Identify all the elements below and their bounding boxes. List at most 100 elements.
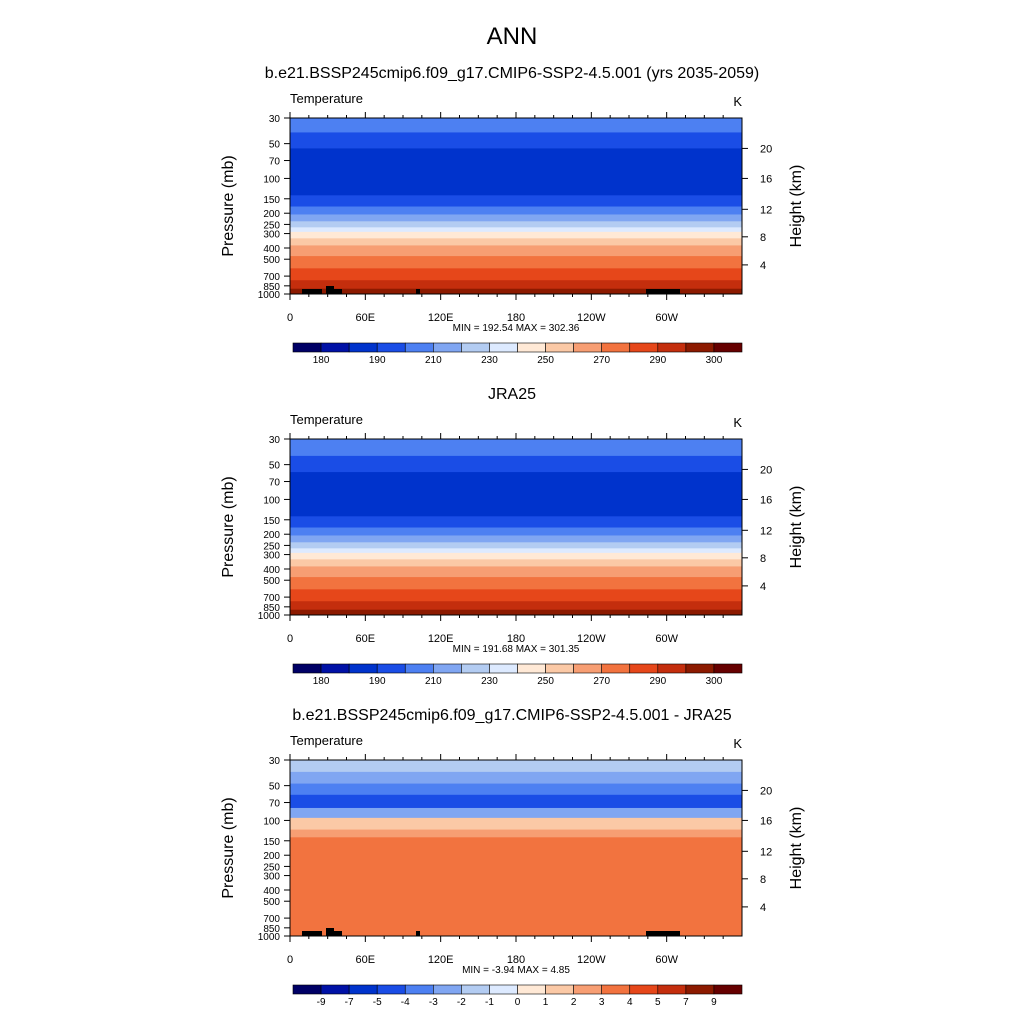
y-right-tick-label: 4	[760, 260, 766, 272]
terrain-mask	[334, 931, 342, 936]
contour-layer	[290, 552, 742, 560]
y-tick-label: 700	[263, 593, 280, 604]
y-tick-label: 400	[263, 565, 280, 576]
y-tick-label: 50	[269, 140, 281, 151]
colorbar-box	[629, 663, 659, 674]
contour-layer	[290, 601, 742, 611]
colorbar-label: -4	[401, 997, 410, 1008]
colorbar-label: 190	[369, 676, 386, 687]
colorbar-label: 7	[683, 997, 689, 1008]
terrain-mask	[416, 931, 420, 936]
contour-layer	[290, 231, 742, 239]
colorbar-box	[573, 984, 602, 995]
colorbar-label: 180	[313, 676, 330, 687]
terrain-mask	[646, 931, 680, 936]
y-tick-label: 850	[263, 924, 280, 935]
panel-title: b.e21.BSSP245cmip6.f09_g17.CMIP6-SSP2-4.…	[292, 707, 731, 724]
colorbar-box	[713, 984, 743, 995]
x-tick-label: 120E	[428, 954, 454, 966]
y-right-tick-label: 8	[760, 553, 766, 565]
y-tick-label: 200	[263, 851, 280, 862]
y-right-tick-label: 4	[760, 902, 766, 914]
colorbar-label: -5	[373, 997, 382, 1008]
terrain-mask	[334, 289, 342, 294]
left-string: Temperature	[290, 412, 363, 427]
contour-layer	[290, 148, 742, 196]
colorbar-label: 270	[593, 355, 610, 366]
colorbar-box	[320, 663, 350, 674]
y-tick-label: 30	[269, 114, 281, 125]
left-string: Temperature	[290, 733, 363, 748]
colorbar: 180 190 210 230 250 270 290 300	[292, 663, 743, 687]
contour-layer	[290, 206, 742, 215]
colorbar-box	[320, 342, 350, 353]
minmax-label: MIN = 192.54 MAX = 302.36	[453, 323, 580, 334]
colorbar-box	[292, 342, 322, 353]
colorbar-box	[348, 663, 378, 674]
colorbar-box	[629, 984, 659, 995]
x-tick-label: 60E	[356, 954, 376, 966]
y-tick-label: 500	[263, 897, 280, 908]
x-tick-label: 180	[507, 954, 525, 966]
x-tick-label: 120W	[577, 954, 606, 966]
colorbar-box	[713, 663, 743, 674]
colorbar-label: 4	[627, 997, 633, 1008]
y-tick-label: 50	[269, 782, 281, 793]
y-tick-label: 850	[263, 603, 280, 614]
contour-fill	[290, 760, 742, 936]
colorbar-box	[545, 342, 574, 353]
minmax-label: MIN = -3.94 MAX = 4.85	[462, 965, 570, 976]
y-tick-label: 200	[263, 530, 280, 541]
contour-layer	[290, 783, 742, 796]
colorbar-label: -9	[317, 997, 326, 1008]
x-tick-label: 60E	[356, 312, 376, 324]
colorbar-box	[713, 342, 743, 353]
colorbar-box	[404, 984, 434, 995]
y-tick-label: 1000	[258, 290, 281, 301]
colorbar-label: 5	[655, 997, 661, 1008]
contour-layer	[290, 542, 742, 549]
colorbar-box	[657, 342, 687, 353]
colorbar-box	[404, 663, 434, 674]
colorbar-label: -1	[485, 997, 494, 1008]
colorbar-box	[461, 984, 490, 995]
y-tick-label: 70	[269, 799, 281, 810]
colorbar-box	[545, 984, 574, 995]
y-right-tick-label: 8	[760, 874, 766, 886]
y-right-axis-label: Height (km)	[788, 807, 805, 890]
colorbar-label: 300	[706, 676, 723, 687]
terrain-mask	[302, 931, 322, 936]
colorbar-box	[685, 984, 715, 995]
y-right-axis-label: Height (km)	[788, 486, 805, 569]
panels: b.e21.BSSP245cmip6.f09_g17.CMIP6-SSP2-4.…	[220, 65, 805, 1008]
x-tick-label: 0	[287, 954, 293, 966]
colorbar-box	[685, 342, 715, 353]
contour-layer	[290, 221, 742, 228]
contour-layer	[290, 238, 742, 246]
y-tick-label: 30	[269, 435, 281, 446]
y-tick-label: 300	[263, 230, 280, 241]
y-axis-label: Pressure (mb)	[220, 476, 237, 577]
colorbar-box	[376, 984, 406, 995]
contour-layer	[290, 280, 742, 290]
contour-layer	[290, 829, 742, 838]
x-tick-label: 180	[507, 633, 525, 645]
terrain-mask	[302, 289, 322, 294]
x-tick-label: 60E	[356, 633, 376, 645]
colorbar-box	[292, 663, 322, 674]
colorbar-box	[601, 984, 631, 995]
contour-layer	[290, 771, 742, 785]
colorbar-box	[376, 342, 406, 353]
colorbar-box	[489, 663, 518, 674]
colorbar-box	[489, 984, 518, 995]
panel-title: JRA25	[488, 386, 536, 403]
figure-title: ANN	[487, 23, 538, 50]
y-right-axis-label: Height (km)	[788, 165, 805, 248]
contour-fill	[290, 118, 742, 294]
colorbar-label: 290	[649, 355, 666, 366]
y-tick-label: 250	[263, 541, 280, 552]
terrain-mask	[646, 289, 680, 294]
terrain-mask	[326, 928, 334, 936]
colorbar-label: 290	[649, 676, 666, 687]
contour-layer	[290, 256, 742, 269]
